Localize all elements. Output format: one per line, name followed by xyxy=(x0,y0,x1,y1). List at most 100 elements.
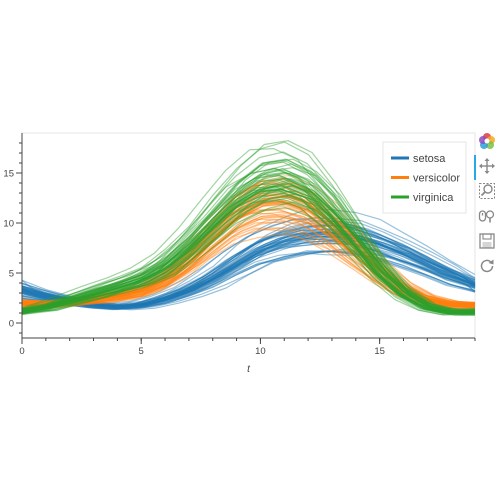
series-line-virginica xyxy=(21,141,476,311)
series-line-versicolor xyxy=(21,201,476,306)
series-line-setosa xyxy=(21,252,476,311)
series-line-versicolor xyxy=(21,205,476,307)
series-line-versicolor xyxy=(21,207,476,308)
series-line-versicolor xyxy=(21,203,476,307)
series-line-virginica xyxy=(21,179,476,313)
series-line-setosa xyxy=(21,217,476,305)
legend-label: virginica xyxy=(413,192,454,204)
series-line-versicolor xyxy=(21,182,476,305)
series-line-setosa xyxy=(21,250,476,310)
series-line-virginica xyxy=(21,169,476,312)
series-line-versicolor xyxy=(21,183,476,304)
series-line-virginica xyxy=(21,190,476,314)
series-line-virginica xyxy=(21,172,476,314)
series-line-setosa xyxy=(21,238,476,308)
wheel-zoom-icon[interactable] xyxy=(478,207,496,225)
series-line-versicolor xyxy=(21,192,476,307)
series-line-virginica xyxy=(21,177,476,314)
series-line-versicolor xyxy=(21,178,476,304)
series-line-setosa xyxy=(21,230,476,308)
series-line-versicolor xyxy=(21,215,476,308)
series-line-versicolor xyxy=(22,212,476,309)
bokeh-logo-icon[interactable] xyxy=(478,132,496,150)
legend-item[interactable]: virginica xyxy=(391,192,454,204)
series-line-setosa xyxy=(21,229,476,307)
series-line-setosa xyxy=(21,224,476,308)
series-line-virginica xyxy=(21,174,475,313)
series-line-setosa xyxy=(21,231,476,308)
series-line-setosa xyxy=(21,235,476,308)
series-line-virginica xyxy=(21,194,476,316)
series-line-setosa xyxy=(21,229,476,309)
legend-item[interactable]: versicolor xyxy=(391,173,460,185)
series-line-setosa xyxy=(21,222,476,306)
series-line-setosa xyxy=(21,226,476,307)
series-line-versicolor xyxy=(22,196,476,308)
series-line-virginica xyxy=(21,168,475,314)
legend: setosa versicolor virginica xyxy=(382,141,467,214)
series-line-virginica xyxy=(21,183,476,314)
series-line-setosa xyxy=(21,233,476,309)
box-zoom-icon[interactable] xyxy=(478,182,496,200)
series-line-virginica xyxy=(21,174,476,314)
series-line-versicolor xyxy=(21,233,476,311)
toolbar xyxy=(476,130,498,280)
series-line-versicolor xyxy=(21,185,476,304)
series-line-setosa xyxy=(21,230,476,308)
series-line-virginica xyxy=(21,188,476,315)
series-line-virginica xyxy=(21,184,476,315)
series-line-setosa xyxy=(21,250,476,310)
series-line-versicolor xyxy=(21,182,476,305)
series-line-setosa xyxy=(21,228,476,308)
series-line-setosa xyxy=(21,224,476,306)
series-line-versicolor xyxy=(21,211,476,309)
series-line-virginica xyxy=(21,193,476,313)
series-setosa xyxy=(21,207,476,311)
series-versicolor xyxy=(21,175,476,311)
series-line-setosa xyxy=(21,233,476,307)
series-line-virginica xyxy=(21,163,476,312)
series-line-setosa xyxy=(21,232,476,308)
legend-item[interactable]: setosa xyxy=(391,153,446,165)
series-line-setosa xyxy=(21,217,476,306)
series-line-setosa xyxy=(21,237,476,309)
series-line-versicolor xyxy=(21,201,476,308)
series-line-virginica xyxy=(21,186,476,316)
series-line-setosa xyxy=(21,232,476,308)
series-line-virginica xyxy=(21,193,476,315)
series-line-virginica xyxy=(21,197,475,314)
x-tick-label: 10 xyxy=(255,346,266,357)
series-line-setosa xyxy=(21,242,476,310)
series-line-setosa xyxy=(21,229,476,308)
series-line-virginica xyxy=(21,151,476,311)
series-line-virginica xyxy=(21,185,476,314)
series-line-virginica xyxy=(21,189,476,315)
series-line-virginica xyxy=(21,190,476,316)
pan-icon[interactable] xyxy=(478,157,496,175)
save-icon[interactable] xyxy=(478,232,496,250)
series-line-versicolor xyxy=(21,227,476,308)
series-line-versicolor xyxy=(21,195,476,306)
series-line-virginica xyxy=(21,172,476,313)
series-line-virginica xyxy=(21,201,476,315)
series-line-versicolor xyxy=(21,197,476,306)
series-line-versicolor xyxy=(21,196,476,306)
series-line-setosa xyxy=(21,251,476,311)
series-line-setosa xyxy=(21,240,476,310)
series-line-virginica xyxy=(21,148,476,310)
series-line-versicolor xyxy=(21,193,476,305)
series-line-versicolor xyxy=(21,208,476,308)
series-line-virginica xyxy=(21,183,476,315)
series-line-virginica xyxy=(21,187,476,315)
reset-icon[interactable] xyxy=(478,257,496,275)
series-line-versicolor xyxy=(21,213,476,308)
series-line-versicolor xyxy=(21,216,476,308)
series-line-versicolor xyxy=(21,218,476,308)
series-line-virginica xyxy=(21,158,476,312)
series-line-virginica xyxy=(21,171,475,313)
x-tick-label: 5 xyxy=(139,346,144,357)
series-line-setosa xyxy=(21,248,476,310)
series-line-setosa xyxy=(21,207,476,305)
series-line-versicolor xyxy=(21,181,476,304)
series-line-setosa xyxy=(21,221,476,308)
